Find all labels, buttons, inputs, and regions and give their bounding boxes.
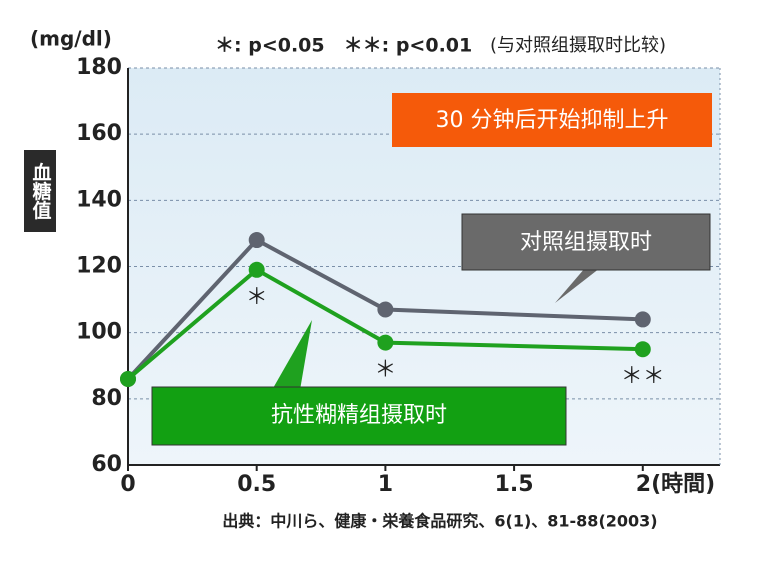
data-point [634,341,651,358]
x-tick-label: 0 [120,472,135,497]
significance-mark: ＊ [374,358,396,383]
y-label: 血糖值 [30,161,52,219]
annotation-box [392,93,712,147]
comparison-note: (与对照组摄取时比较) [490,35,666,56]
y-tick-label: 160 [76,121,122,146]
data-point [248,232,265,249]
significance-mark: ＊ [246,285,268,310]
data-point [634,311,651,328]
significance-mark: ＊＊ [621,364,665,389]
y-tick-label: 80 [91,386,122,411]
y-tick-label: 180 [76,55,122,80]
legend-box [151,386,567,446]
legend-label: 抗性糊精组摄取时 [271,403,447,428]
x-tick-label: 0.5 [237,472,276,497]
source: 出典：中川ら、健康・栄養食品研究、6(1)、81-88(2003) [222,512,657,531]
data-point [120,370,136,387]
data-point [377,301,394,318]
y-tick-label: 120 [76,254,122,279]
series-line [126,267,643,381]
data-point [248,261,265,278]
y-label-box [24,150,56,232]
y-tick-label: 100 [76,320,122,345]
callout-pointer [555,268,600,303]
legend-label: 对照组摄取时 [520,230,652,255]
y-tick-label: 140 [76,187,122,212]
y-tick-label: 60 [91,452,122,477]
annotation: 30 分钟后开始抑制上升 [436,108,669,133]
x-tick-label: 2(時間) [636,472,715,497]
x-tick-label: 1.5 [495,472,534,497]
y-unit: (mg/dl) [30,27,112,51]
data-point [377,334,394,351]
legend-box [461,213,711,271]
series-line [126,237,643,381]
x-tick-label: 1 [378,472,393,497]
significance-note: ＊: p<0.05 ＊＊: p<0.01 [215,35,472,57]
callout-pointer [272,320,312,390]
